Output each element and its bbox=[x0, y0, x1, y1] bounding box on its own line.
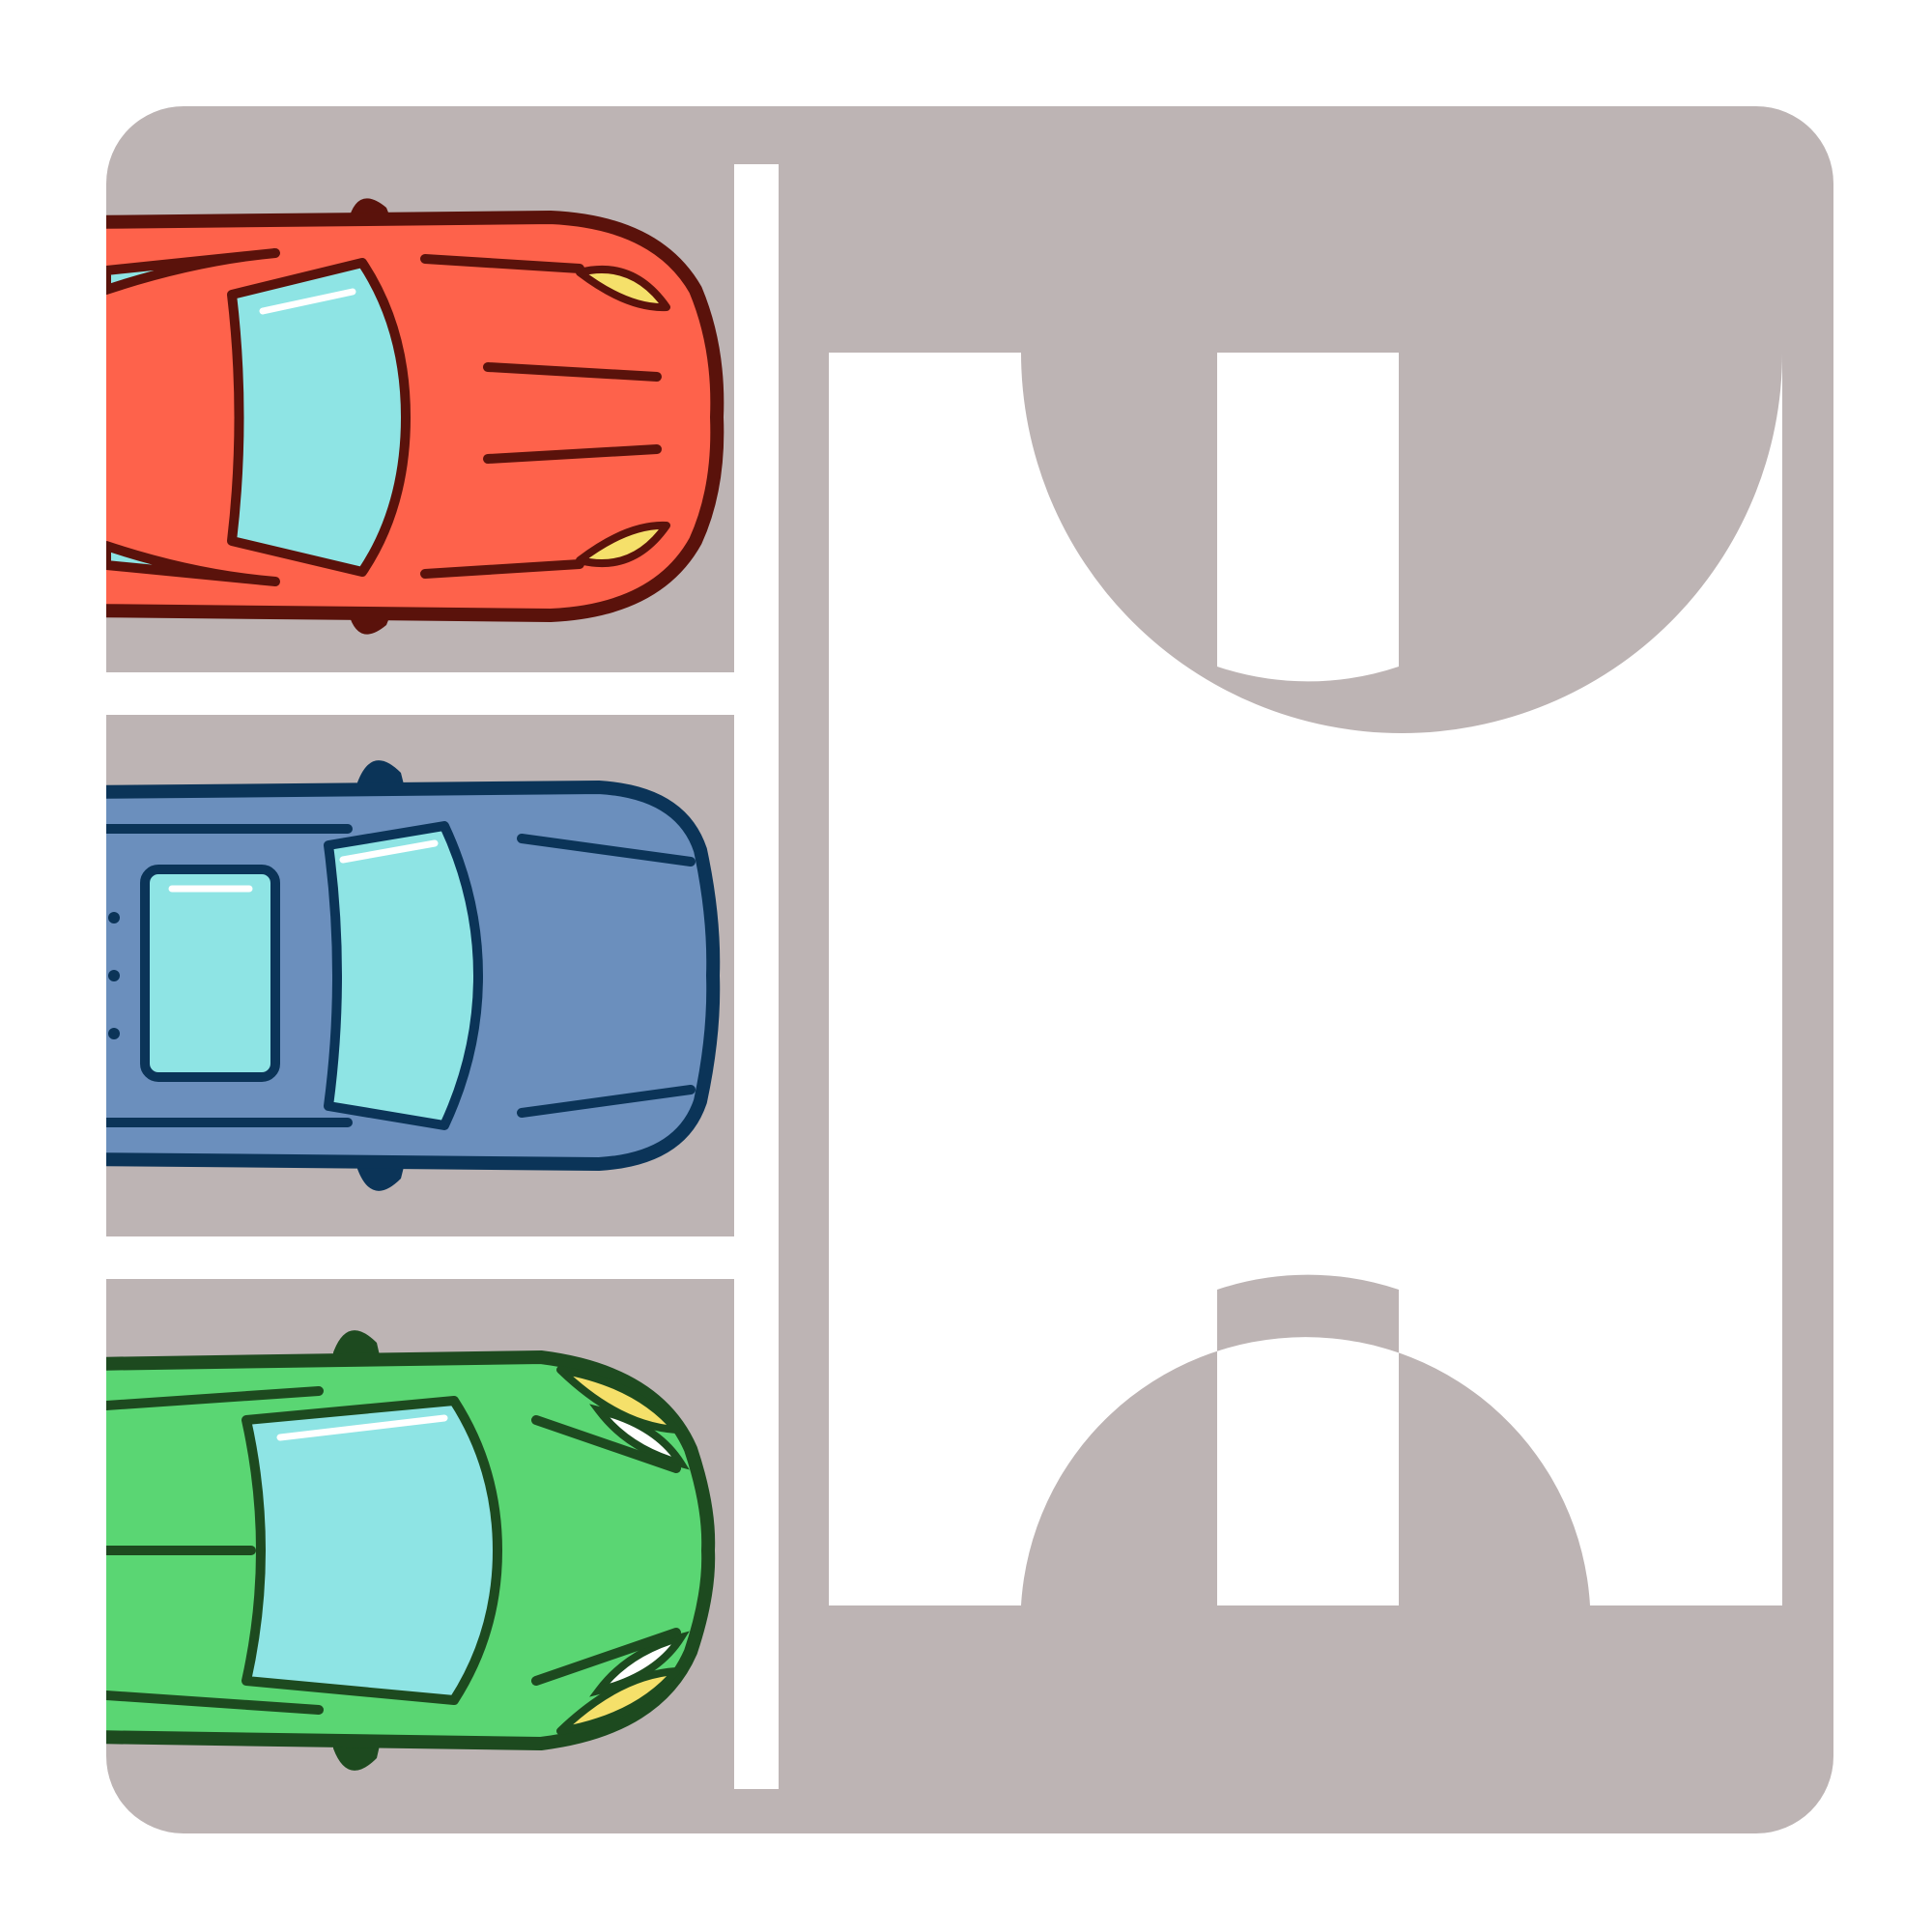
car-top-view-icon bbox=[106, 198, 724, 635]
parking-divider-bottom bbox=[106, 1236, 736, 1279]
car-top-view-icon bbox=[106, 1330, 716, 1771]
utn-emblem-band bbox=[829, 873, 1782, 1076]
car-top-view-icon bbox=[106, 760, 721, 1191]
parking-divider-top bbox=[106, 672, 736, 715]
parking-divider-vertical bbox=[734, 164, 779, 1789]
